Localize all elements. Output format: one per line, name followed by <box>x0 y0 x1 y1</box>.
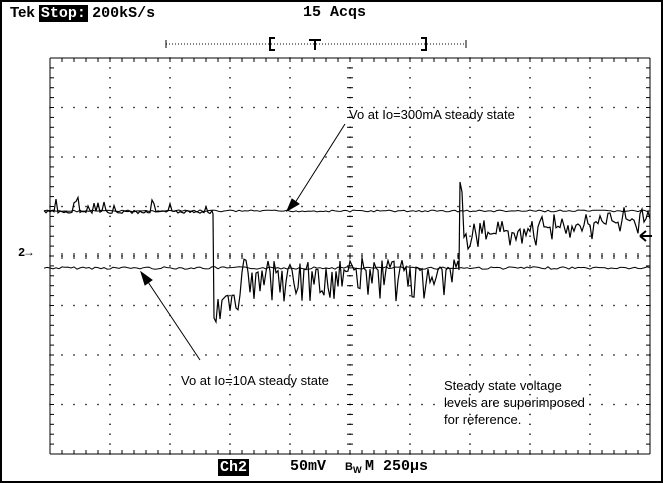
channel-label: Ch2 <box>218 459 250 476</box>
trigger-level-marker <box>639 230 652 242</box>
bandwidth-limit-icon: BW <box>345 461 362 476</box>
acquisition-count: 15 Acqs <box>303 4 367 21</box>
annotation-bottom: Vo at Io=10A steady state <box>181 373 329 388</box>
channel-ground-marker: 2→ <box>18 246 33 260</box>
reference-trace-300ma <box>43 209 651 213</box>
annotation-note: Steady state voltage levels are superimp… <box>444 377 585 428</box>
note-line: Steady state voltage <box>444 378 562 393</box>
record-indicator <box>165 37 467 51</box>
annotation-arrows <box>140 123 346 361</box>
brand-label: Tek <box>10 4 35 21</box>
sample-rate: 200kS/s <box>92 5 156 22</box>
header-bar: Tek Stop: 200kS/s <box>10 2 155 24</box>
annotation-top: Vo at Io=300mA steady state <box>349 107 515 122</box>
acquisition-state: Stop: <box>38 5 88 22</box>
graticule <box>49 57 651 455</box>
voltage-trace <box>43 181 651 325</box>
volts-per-div: 50mV <box>290 458 327 475</box>
timebase: M 250µs <box>365 458 429 475</box>
footer-bar: Ch2 <box>218 456 250 478</box>
note-line: levels are superimposed <box>444 395 585 410</box>
note-line: for reference. <box>444 412 522 427</box>
reference-trace-10a <box>43 266 651 270</box>
